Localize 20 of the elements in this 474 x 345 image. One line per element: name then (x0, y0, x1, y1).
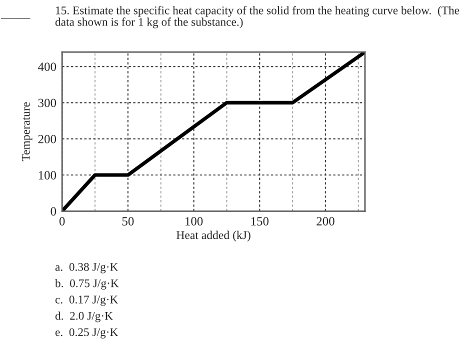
y-tick-label: 300 (38, 98, 56, 108)
text: e. 0.25 J/g·K (55, 328, 118, 338)
chart-title: 15. Estimate the specific heat capacity of the solid from the heating curve below. (The data shown is for 1 kg of the substance.) (55, 6, 460, 28)
text: d. 2.0 J/g·K (55, 312, 113, 322)
x-tick-label: 50 (122, 217, 134, 226)
text: b. 0.75 J/g·K (55, 278, 119, 290)
y-tick-label: 400 (38, 62, 56, 72)
x-tick-label: 150 (251, 217, 269, 226)
y-tick-label: 100 (38, 171, 56, 180)
y-tick-label: 0 (50, 207, 56, 216)
text: _____ (0, 18, 30, 20)
y-tick-label: 200 (38, 134, 56, 144)
text: c. 0.17 J/g·K (55, 296, 118, 306)
x-tick-label: 0 (59, 217, 65, 226)
x-tick-label: 100 (186, 217, 203, 226)
y-axis-title: Temperature (22, 102, 32, 162)
x-axis-title: Heat added (kJ) (176, 230, 250, 242)
x-tick-label: 200 (316, 217, 334, 226)
text: a. 0.38 J/g·K (55, 263, 118, 274)
line-series (62, 52, 365, 212)
